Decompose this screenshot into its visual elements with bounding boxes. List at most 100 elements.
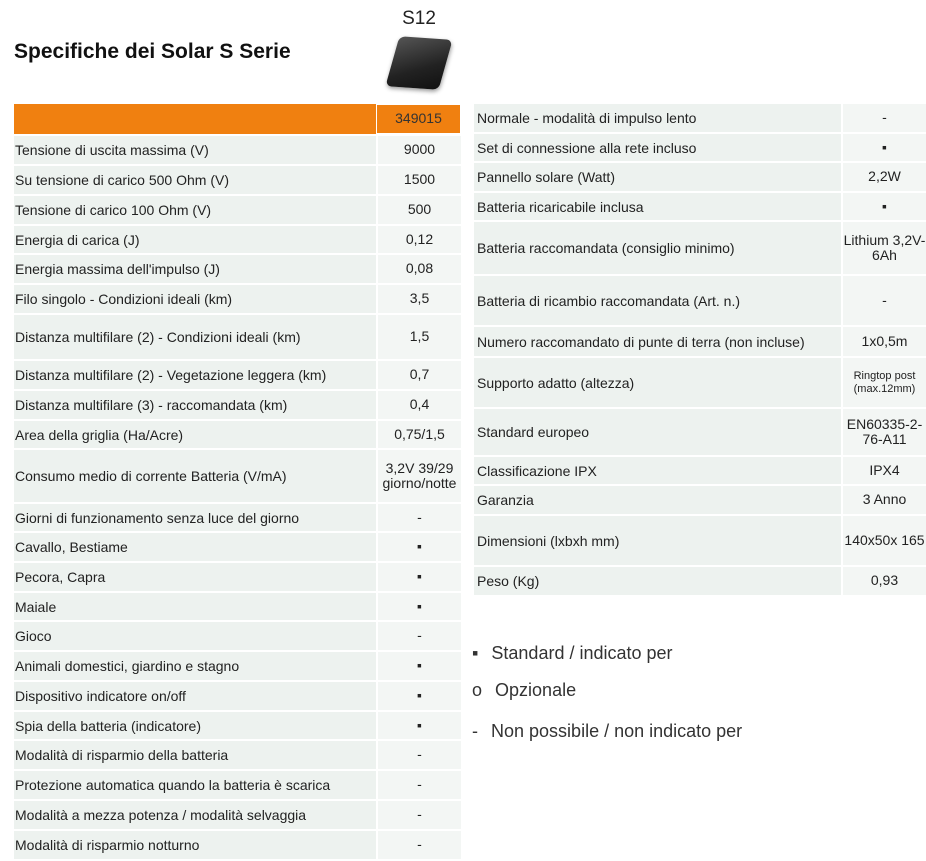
table-row: Energia massima dell'impulso (J) 0,08	[14, 255, 461, 283]
spec-label: Supporto adatto (altezza)	[474, 358, 841, 407]
spec-value: ▪	[376, 712, 461, 739]
spec-label: Standard europeo	[474, 409, 841, 455]
spec-label: Modalità a mezza potenza / modalità selv…	[14, 801, 376, 829]
spec-value: -	[376, 801, 461, 829]
spec-value: 3,5	[376, 285, 461, 313]
table-row: Spia della batteria (indicatore) ▪	[14, 712, 461, 739]
spec-value: Lithium 3,2V-6Ah	[841, 222, 926, 274]
spec-value: 0,12	[376, 226, 461, 253]
table-row: Area della griglia (Ha/Acre) 0,75/1,5	[14, 421, 461, 448]
table-row: Modalità di risparmio notturno -	[14, 831, 461, 859]
spec-label: Spia della batteria (indicatore)	[14, 712, 376, 739]
spec-label: Distanza multifilare (3) - raccomandata …	[14, 391, 376, 419]
table-row: Supporto adatto (altezza) Ringtop post (m…	[474, 358, 926, 407]
table-row: Gioco -	[14, 622, 461, 650]
spec-label: Batteria ricaricabile inclusa	[474, 193, 841, 220]
spec-label: Distanza multifilare (2) - Vegetazione l…	[14, 361, 376, 389]
table-row: Distanza multifilare (3) - raccomandata …	[14, 391, 461, 419]
right-spec-table: Normale - modalità di impulso lento - Set …	[474, 102, 926, 597]
spec-value: 0,75/1,5	[376, 421, 461, 448]
table-row: Set di connessione alla rete incluso ▪	[474, 134, 926, 161]
article-header-row: 349015	[14, 104, 461, 134]
table-row: Tensione di uscita massima (V) 9000	[14, 136, 461, 164]
table-row: Classificazione IPX IPX4	[474, 457, 926, 484]
spec-label: Giorni di funzionamento senza luce del g…	[14, 504, 376, 531]
spec-label: Garanzia	[474, 486, 841, 514]
spec-value: IPX4	[841, 457, 926, 484]
spec-label: Modalità di risparmio della batteria	[14, 741, 376, 769]
spec-value: 3 Anno	[841, 486, 926, 514]
table-row: Distanza multifilare (2) - Condizioni id…	[14, 315, 461, 359]
table-row: Tensione di carico 100 Ohm (V) 500	[14, 196, 461, 224]
spec-value: EN60335-2-76-A11	[841, 409, 926, 455]
spec-label: Su tensione di carico 500 Ohm (V)	[14, 166, 376, 194]
spec-label: Pecora, Capra	[14, 563, 376, 591]
spec-label: Peso (Kg)	[474, 567, 841, 595]
legend-text: Opzionale	[495, 680, 577, 700]
table-row: Dispositivo indicatore on/off ▪	[14, 682, 461, 710]
spec-label: Gioco	[14, 622, 376, 650]
spec-value: -	[376, 504, 461, 531]
spec-label: Set di connessione alla rete incluso	[474, 134, 841, 161]
spec-label: Batteria raccomandata (consiglio minimo)	[474, 222, 841, 274]
model-name: S12	[402, 8, 436, 29]
spec-value: 0,7	[376, 361, 461, 389]
table-row: Dimensioni (lxbxh mm) 140x50x 165	[474, 516, 926, 565]
spec-value: -	[841, 104, 926, 132]
spec-value: -	[376, 622, 461, 650]
table-row: Consumo medio di corrente Batteria (V/mA…	[14, 450, 461, 502]
legend-symbol: o	[472, 680, 483, 700]
spec-label: Animali domestici, giardino e stagno	[14, 652, 376, 680]
spec-value: ▪	[841, 193, 926, 220]
spec-label: Cavallo, Bestiame	[14, 533, 376, 561]
spec-label: Protezione automatica quando la batteria…	[14, 771, 376, 799]
spec-label: Consumo medio di corrente Batteria (V/mA…	[14, 450, 376, 502]
spec-label: Tensione di uscita massima (V)	[14, 136, 376, 164]
article-number: 349015	[376, 104, 461, 134]
spec-value: Ringtop post (max.12mm)	[841, 358, 926, 407]
legend-item: ▪ Standard / indicato per	[472, 643, 673, 664]
spec-value: 0,08	[376, 255, 461, 283]
spec-label: Maiale	[14, 593, 376, 620]
table-row: Protezione automatica quando la batteria…	[14, 771, 461, 799]
spec-value: 0,4	[376, 391, 461, 419]
table-row: Animali domestici, giardino e stagno ▪	[14, 652, 461, 680]
legend-item: - Non possibile / non indicato per	[472, 721, 742, 742]
spec-value: 2,2W	[841, 163, 926, 191]
spec-label: Dispositivo indicatore on/off	[14, 682, 376, 710]
spec-value: ▪	[376, 593, 461, 620]
table-row: Normale - modalità di impulso lento -	[474, 104, 926, 132]
table-row: Pannello solare (Watt) 2,2W	[474, 163, 926, 191]
spec-value: ▪	[376, 533, 461, 561]
spec-value: ▪	[376, 563, 461, 591]
table-row: Modalità di risparmio della batteria -	[14, 741, 461, 769]
table-row: Pecora, Capra ▪	[14, 563, 461, 591]
table-row: Standard europeo EN60335-2-76-A11	[474, 409, 926, 455]
header-blank	[14, 104, 376, 134]
table-row: Energia di carica (J) 0,12	[14, 226, 461, 253]
spec-label: Tensione di carico 100 Ohm (V)	[14, 196, 376, 224]
spec-value: ▪	[841, 134, 926, 161]
legend-item: o Opzionale	[472, 680, 576, 701]
spec-value: 9000	[376, 136, 461, 164]
spec-label: Numero raccomandato di punte di terra (n…	[474, 327, 841, 356]
legend-symbol: -	[472, 721, 478, 741]
spec-value: 1,5	[376, 315, 461, 359]
spec-label: Filo singolo - Condizioni ideali (km)	[14, 285, 376, 313]
legend-text: Non possibile / non indicato per	[491, 721, 743, 741]
table-row: Batteria ricaricabile inclusa ▪	[474, 193, 926, 220]
table-row: Giorni di funzionamento senza luce del g…	[14, 504, 461, 531]
spec-value: -	[841, 276, 926, 325]
spec-value: 1500	[376, 166, 461, 194]
product-image	[385, 36, 453, 90]
table-row: Batteria di ricambio raccomandata (Art. …	[474, 276, 926, 325]
spec-value: 140x50x 165	[841, 516, 926, 565]
spec-value: 0,93	[841, 567, 926, 595]
spec-value: -	[376, 741, 461, 769]
table-row: Modalità a mezza potenza / modalità selv…	[14, 801, 461, 829]
spec-label: Area della griglia (Ha/Acre)	[14, 421, 376, 448]
spec-value: -	[376, 771, 461, 799]
legend-text: Standard / indicato per	[491, 643, 673, 663]
table-row: Batteria raccomandata (consiglio minimo)…	[474, 222, 926, 274]
